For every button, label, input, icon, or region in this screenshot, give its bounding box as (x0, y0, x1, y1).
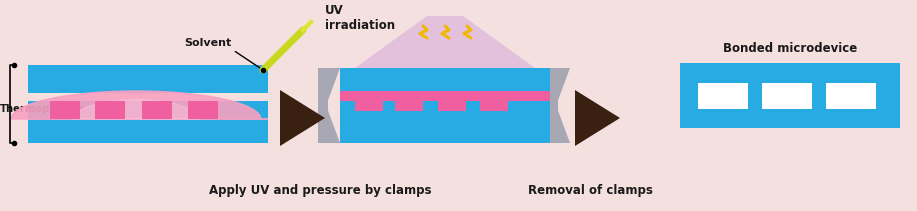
Bar (438, 93, 466, 111)
Text: UV
irradiation: UV irradiation (325, 4, 395, 32)
Bar (395, 93, 423, 111)
Polygon shape (11, 91, 268, 119)
Bar (95, 101, 125, 119)
Bar (395, 93, 423, 111)
Polygon shape (318, 68, 340, 143)
Bar (28, 65, 268, 93)
Bar (50, 101, 80, 119)
Bar (95, 101, 125, 119)
Text: Bonded microdevice: Bonded microdevice (723, 42, 857, 55)
Text: Thermoplastics: Thermoplastics (0, 104, 86, 114)
Bar (355, 93, 383, 111)
Polygon shape (575, 90, 620, 146)
Bar (680, 63, 900, 128)
Bar (340, 68, 550, 93)
Bar (50, 101, 80, 119)
Text: Solvent: Solvent (183, 38, 231, 48)
Bar (480, 93, 508, 111)
Bar (188, 101, 218, 119)
Polygon shape (280, 90, 325, 146)
Bar (188, 101, 218, 119)
Text: Removal of clamps: Removal of clamps (527, 184, 652, 197)
Polygon shape (548, 68, 570, 143)
Bar (480, 93, 508, 111)
Bar (28, 101, 268, 143)
Bar (438, 93, 466, 111)
Bar (340, 91, 550, 101)
Text: Apply UV and pressure by clamps: Apply UV and pressure by clamps (209, 184, 431, 197)
Bar (142, 101, 172, 119)
Bar (826, 83, 876, 108)
Bar (340, 93, 550, 143)
Bar (355, 93, 383, 111)
Polygon shape (73, 99, 198, 119)
Bar (142, 101, 172, 119)
Bar (698, 83, 748, 108)
Polygon shape (355, 16, 535, 68)
Bar (762, 83, 812, 108)
